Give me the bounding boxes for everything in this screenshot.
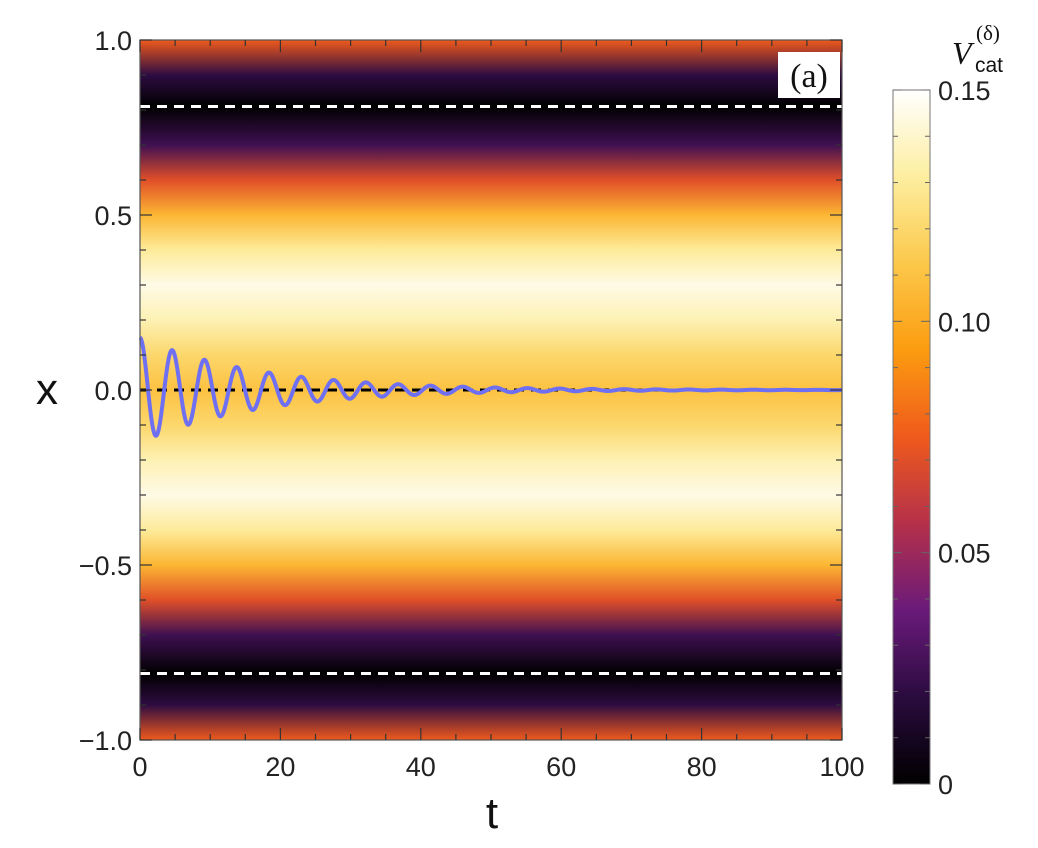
trajectory-line [138,335,843,438]
y-tick-labels: −1.0 −0.5 0.0 0.5 1.0 [79,26,132,756]
colorbar-title: V [952,35,975,71]
y-tick-label: −1.0 [79,726,132,756]
colorbar-tick-label: 0.10 [938,307,991,337]
colorbar [892,89,931,785]
colorbar-title-superscript: (δ) [976,21,1000,45]
colorbar-tick-label: 0 [938,770,953,800]
colorbar-tick-label: 0.15 [938,76,991,106]
axis-ticks [139,39,843,741]
x-tick-labels: 0 20 40 60 80 100 [132,752,864,782]
y-tick-label: 0.0 [94,376,132,406]
x-tick-label: 0 [132,752,147,782]
colorbar-tick-label: 0.05 [938,539,991,569]
colorbar-tick-labels: 0 0.05 0.10 0.15 [938,76,991,800]
y-tick-label: 0.5 [94,201,132,231]
panel-label-box [778,52,840,98]
x-axis-label: t [486,789,498,838]
colorbar-ticks [893,89,930,785]
y-tick-label: −0.5 [79,551,132,581]
y-tick-label: 1.0 [94,26,132,56]
x-tick-label: 100 [819,752,864,782]
x-tick-label: 20 [265,752,295,782]
panel-label: (a) [790,58,828,95]
x-tick-label: 60 [546,752,576,782]
x-tick-label: 80 [687,752,717,782]
y-axis-label: x [36,365,58,414]
x-tick-label: 40 [406,752,436,782]
colorbar-title-subscript: cat [975,54,1003,77]
